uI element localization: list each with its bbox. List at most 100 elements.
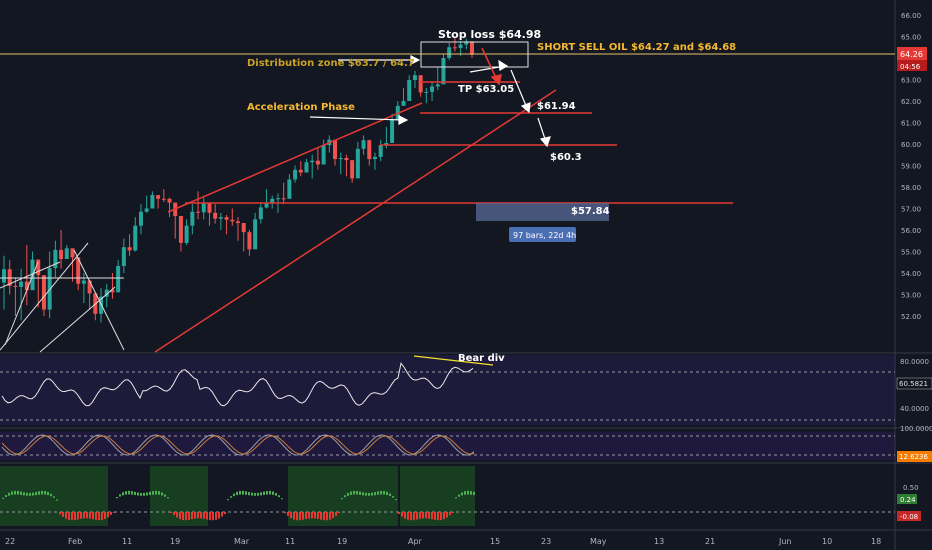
candle-body[interactable]: [372, 156, 377, 160]
candle-body[interactable]: [304, 162, 309, 173]
candle-body[interactable]: [367, 140, 372, 160]
histogram-bar: [380, 490, 382, 495]
last-price-badge: [897, 47, 927, 60]
candle-body[interactable]: [144, 208, 149, 212]
candle-body[interactable]: [333, 139, 338, 160]
candle-body[interactable]: [258, 207, 263, 220]
histogram-bar: [281, 498, 283, 500]
candle-body[interactable]: [253, 219, 258, 250]
stop-loss-box[interactable]: [420, 41, 529, 68]
candle-body[interactable]: [270, 198, 275, 204]
candle-body[interactable]: [247, 232, 252, 250]
lower-trend-line[interactable]: [154, 89, 557, 353]
candle-body[interactable]: [104, 289, 109, 297]
histogram-bar: [239, 490, 241, 495]
candle-body[interactable]: [401, 101, 406, 106]
candle-body[interactable]: [19, 281, 24, 287]
candle-body[interactable]: [213, 212, 218, 219]
candle-body[interactable]: [384, 142, 389, 146]
candle-body[interactable]: [361, 140, 366, 149]
candle-body[interactable]: [355, 148, 360, 179]
histogram-bar: [377, 491, 379, 495]
candle-body[interactable]: [138, 211, 143, 226]
candle-body[interactable]: [41, 275, 46, 310]
candle-body[interactable]: [310, 160, 315, 163]
candle-body[interactable]: [76, 257, 81, 284]
candle-body[interactable]: [338, 157, 343, 160]
candle-body[interactable]: [287, 179, 292, 199]
candle-body[interactable]: [116, 266, 121, 293]
candle-body[interactable]: [184, 225, 189, 243]
candle-body[interactable]: [230, 219, 235, 222]
short-arrow[interactable]: [481, 47, 502, 86]
bear-div-line[interactable]: [413, 355, 494, 366]
candle-body[interactable]: [99, 296, 104, 314]
candle-body[interactable]: [275, 198, 280, 200]
rsi-line[interactable]: [1, 362, 474, 407]
candle-body[interactable]: [241, 223, 246, 233]
candle-body[interactable]: [281, 198, 286, 200]
candle-body[interactable]: [424, 91, 429, 93]
candle-body[interactable]: [110, 289, 115, 293]
candle-body[interactable]: [293, 169, 298, 180]
stoch-k-line[interactable]: [1, 434, 475, 456]
stoch-d-line[interactable]: [1, 435, 475, 455]
candle-body[interactable]: [70, 248, 75, 258]
histogram-bar: [254, 492, 256, 496]
candle-body[interactable]: [470, 41, 474, 55]
candle-body[interactable]: [236, 221, 240, 224]
candle-body[interactable]: [87, 280, 92, 294]
upper-trend-line[interactable]: [167, 102, 423, 213]
candle-body[interactable]: [407, 80, 412, 101]
candle-body[interactable]: [298, 169, 303, 173]
candle-body[interactable]: [24, 281, 29, 291]
candle-body[interactable]: [315, 160, 320, 165]
candle-body[interactable]: [196, 211, 201, 213]
candle-body[interactable]: [156, 195, 161, 199]
candle-body[interactable]: [218, 217, 223, 219]
candle-body[interactable]: [264, 203, 269, 208]
candle-body[interactable]: [150, 195, 155, 209]
candle-body[interactable]: [390, 119, 395, 143]
candle-body[interactable]: [127, 247, 132, 251]
candle-body[interactable]: [59, 249, 64, 260]
candle-body[interactable]: [81, 280, 86, 284]
candle-body[interactable]: [441, 58, 446, 85]
candle-body[interactable]: [452, 47, 457, 49]
price-tick-label: 54.00: [901, 270, 921, 278]
candle-body[interactable]: [224, 217, 229, 220]
candle-body[interactable]: [378, 145, 383, 157]
histogram-bar: [89, 512, 91, 519]
candle-body[interactable]: [447, 47, 452, 58]
candle-body[interactable]: [190, 211, 195, 226]
candle-body[interactable]: [133, 225, 138, 251]
histogram-bar: [149, 491, 151, 496]
candle-body[interactable]: [64, 248, 69, 260]
candle-body[interactable]: [418, 75, 423, 93]
candle-body[interactable]: [121, 247, 126, 267]
candle-body[interactable]: [435, 84, 440, 87]
projection-arrows[interactable]: [309, 55, 551, 148]
candle-body[interactable]: [458, 44, 463, 48]
candle-body[interactable]: [430, 86, 435, 92]
histogram-bars[interactable]: [2, 490, 475, 521]
measure-range-box[interactable]: [476, 203, 609, 221]
candle-body[interactable]: [350, 160, 355, 179]
candle-body[interactable]: [464, 41, 469, 45]
candle-body[interactable]: [178, 216, 183, 243]
candle-body[interactable]: [207, 203, 212, 213]
candle-body[interactable]: [53, 249, 58, 269]
candle-body[interactable]: [13, 285, 18, 287]
candle-body[interactable]: [167, 198, 172, 203]
candle-body[interactable]: [2, 269, 6, 283]
candle-body[interactable]: [412, 75, 417, 81]
candle-body[interactable]: [344, 157, 349, 161]
histogram-bar: [383, 490, 385, 495]
left-channel-drawing[interactable]: [0, 242, 125, 353]
histogram-bar: [56, 499, 58, 501]
candle-body[interactable]: [201, 203, 206, 213]
candle-body[interactable]: [161, 198, 166, 200]
candle-body[interactable]: [321, 145, 326, 165]
candle-body[interactable]: [36, 259, 41, 276]
